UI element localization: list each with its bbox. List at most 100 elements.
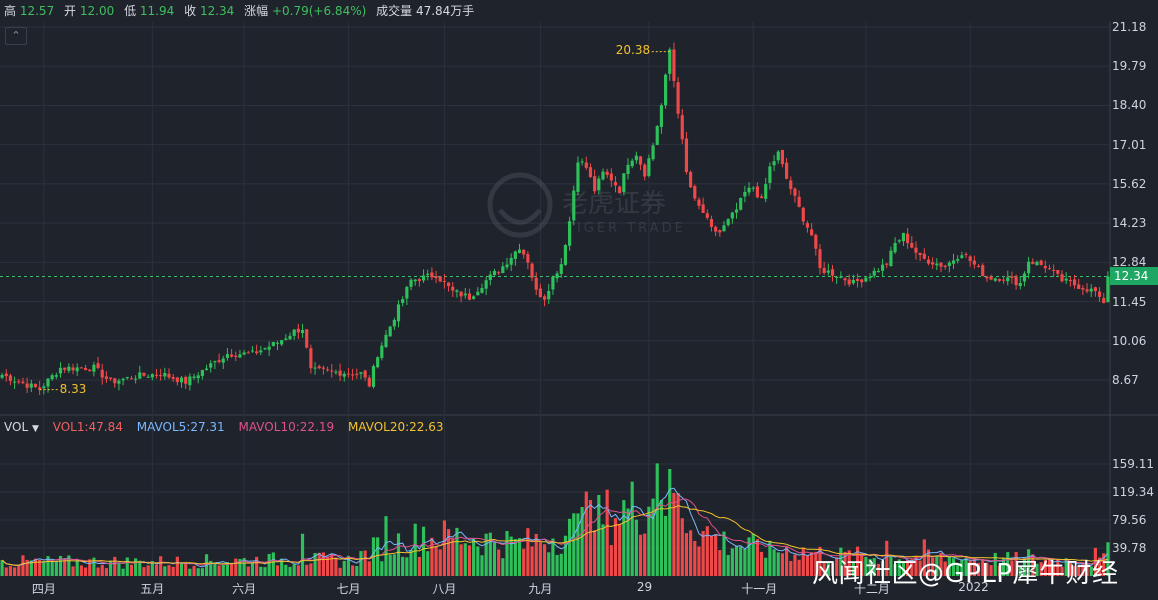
- candle-body: [455, 290, 459, 292]
- candle-body: [522, 249, 526, 255]
- candle-body: [1056, 270, 1060, 274]
- volume-bar: [46, 556, 50, 576]
- candle-body: [409, 279, 413, 287]
- candle-body: [225, 354, 230, 358]
- watermark-en: TIGER TRADE: [565, 221, 686, 236]
- volume-bar: [376, 537, 380, 576]
- volume-bar: [976, 562, 981, 576]
- open-label: 开: [64, 4, 77, 18]
- volume-bar: [701, 531, 705, 576]
- candle-body: [864, 277, 868, 282]
- candle-body: [376, 357, 380, 368]
- volume-bar: [630, 481, 634, 576]
- candle-body: [1002, 279, 1006, 281]
- volume-bar: [885, 540, 889, 576]
- volume-bar: [818, 546, 822, 576]
- volume-bar: [259, 566, 263, 576]
- volume-bar: [159, 556, 163, 576]
- candle-body: [972, 260, 976, 265]
- month-tick-label: 十一月: [741, 582, 778, 596]
- candle-body: [1035, 261, 1039, 266]
- candle-body: [213, 361, 217, 363]
- volume-bar: [75, 559, 79, 576]
- candle-body: [910, 242, 914, 248]
- candle-body: [204, 368, 209, 371]
- candle-body: [580, 161, 584, 163]
- candle-body: [380, 345, 384, 358]
- volume-bar: [997, 565, 1002, 576]
- candle-body: [359, 372, 363, 374]
- candle-body: [1068, 279, 1072, 282]
- volume-bar: [409, 549, 413, 576]
- candle-body: [501, 266, 505, 274]
- candle-body: [885, 263, 889, 265]
- candle-body: [200, 369, 204, 376]
- candle-body: [1072, 279, 1077, 286]
- volume-bar: [864, 556, 868, 576]
- candle-body: [459, 291, 463, 297]
- vol-selector[interactable]: VOL ▼: [4, 420, 39, 434]
- volume-bar: [217, 565, 221, 576]
- volume-bar: [876, 563, 880, 576]
- volume-bar: [855, 546, 860, 576]
- volume-bar: [250, 562, 255, 576]
- corner-watermark: 风闻社区@GPLP犀牛财经: [812, 559, 1119, 589]
- volume-bar: [776, 552, 780, 576]
- candle-body: [234, 355, 238, 357]
- volume-bar: [972, 558, 976, 576]
- candle-body: [321, 367, 325, 369]
- last-price-tag: 12.34: [1110, 267, 1158, 285]
- candle-body: [684, 138, 689, 173]
- candle-body: [793, 188, 797, 196]
- candle-body: [83, 367, 88, 371]
- candle-body: [922, 253, 926, 259]
- candle-body: [79, 367, 83, 369]
- volume-bar: [363, 550, 367, 576]
- candle-body: [893, 243, 897, 253]
- candle-body: [442, 280, 447, 282]
- candle-body: [764, 184, 768, 199]
- candle-body: [238, 354, 242, 358]
- candle-body: [943, 265, 947, 267]
- candle-body: [876, 270, 880, 273]
- candle-body: [175, 377, 179, 383]
- volume-bar: [275, 565, 280, 576]
- candle-body: [568, 221, 572, 246]
- volume-bar: [117, 563, 121, 576]
- candle-body: [50, 375, 54, 380]
- candle-body: [346, 373, 351, 375]
- candle-body: [1052, 269, 1056, 271]
- close-label: 收: [184, 4, 197, 18]
- volume-bar: [284, 564, 288, 576]
- volume-bar: [480, 555, 484, 576]
- candle-body: [150, 374, 154, 378]
- candle-body: [1106, 276, 1110, 303]
- candle-body: [718, 230, 722, 233]
- candle-body: [250, 350, 255, 352]
- candle-body: [693, 186, 697, 199]
- volume-bar: [1072, 565, 1077, 576]
- volume-bar: [230, 563, 234, 576]
- volume-bar: [309, 563, 313, 576]
- candle-body: [689, 171, 693, 188]
- volume-bar: [1052, 565, 1056, 576]
- volume-bar: [672, 492, 676, 576]
- candle-body: [159, 375, 163, 377]
- volume-bar: [1064, 558, 1068, 576]
- volume-bar: [839, 547, 843, 576]
- candle-body: [163, 372, 167, 377]
- volume-bar: [121, 568, 125, 576]
- candle-body: [747, 187, 751, 193]
- chevron-up-icon[interactable]: ⌃: [5, 27, 27, 45]
- candle-body: [388, 326, 392, 337]
- candle-body: [826, 270, 830, 273]
- change-label: 涨幅: [244, 4, 269, 18]
- candle-body: [426, 273, 430, 275]
- volume-bar: [384, 516, 388, 576]
- candle-body: [113, 378, 117, 384]
- candle-body: [993, 278, 997, 281]
- candle-body: [46, 378, 50, 387]
- volume-bar: [826, 561, 830, 576]
- candle-body: [129, 378, 134, 380]
